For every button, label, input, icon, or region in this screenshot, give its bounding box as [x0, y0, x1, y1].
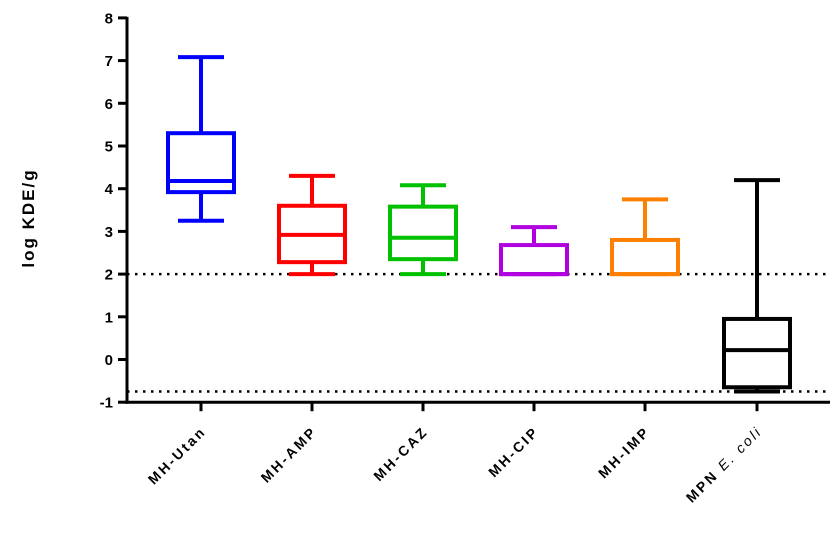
y-tick-label: 7	[105, 53, 113, 70]
category-label: MH-CAZ	[370, 423, 431, 484]
y-tick-label: -1	[100, 395, 113, 412]
category-label-text: MH-CIP	[485, 423, 542, 480]
y-tick-label: 2	[105, 267, 113, 284]
y-tick-label: 3	[105, 224, 113, 241]
category-label: MPN E. coli	[683, 423, 765, 505]
category-label-text: MPN	[683, 462, 726, 505]
y-tick-label: 5	[105, 139, 113, 156]
box-iqr	[722, 316, 792, 390]
y-tick-label: 8	[105, 10, 113, 27]
category-label-text: MH-Utan	[145, 423, 209, 487]
category-label: MH-AMP	[258, 423, 321, 486]
box-iqr	[166, 131, 236, 195]
y-axis-label: log KDE/g	[19, 168, 38, 267]
box-iqr	[499, 243, 569, 277]
y-tick-label: 0	[105, 352, 113, 369]
category-label: MH-IMP	[595, 423, 653, 481]
y-tick-label: 1	[105, 309, 113, 326]
category-label-text: MH-AMP	[258, 423, 321, 486]
box-iqr	[388, 204, 458, 262]
category-label-text: MH-IMP	[595, 423, 653, 481]
box-iqr	[610, 237, 680, 277]
category-label: MH-Utan	[145, 423, 209, 487]
category-label-text: MH-CAZ	[370, 423, 431, 484]
category-label-italic: E. coli	[714, 423, 765, 474]
category-label: MH-CIP	[485, 423, 542, 480]
y-tick-label: 4	[105, 181, 114, 198]
y-tick-label: 6	[105, 96, 113, 113]
